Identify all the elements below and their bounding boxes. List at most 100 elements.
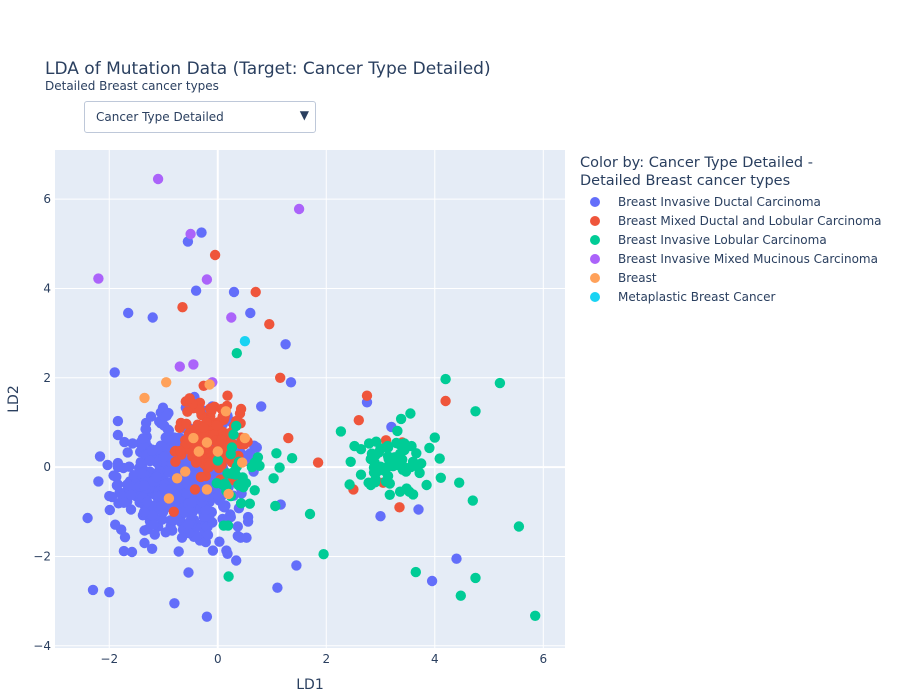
scatter-point-series-1 (195, 471, 207, 483)
legend-label: Metaplastic Breast Cancer (618, 289, 776, 304)
scatter-point-series-0 (104, 504, 116, 516)
scatter-point-series-0 (426, 575, 438, 587)
scatter-point-series-2 (344, 479, 355, 490)
legend-title-line-1: Color by: Cancer Type Detailed - (580, 155, 813, 171)
scatter-point-series-0 (173, 546, 184, 557)
scatter-point-series-2 (513, 521, 525, 532)
legend-item[interactable]: Breast Invasive Lobular Carcinoma (590, 230, 827, 249)
scatter-point-series-0 (135, 457, 146, 468)
scatter-point-series-3 (226, 312, 237, 323)
scatter-point-series-0 (168, 515, 179, 526)
scatter-point-series-4 (201, 437, 213, 448)
scatter-point-series-0 (228, 286, 240, 298)
scatter-point-series-2 (424, 442, 435, 454)
scatter-point-series-2 (286, 453, 298, 464)
scatter-point-series-0 (167, 525, 178, 536)
legend-item[interactable]: Breast Invasive Mixed Mucinous Carcinoma (590, 249, 878, 268)
scatter-point-series-4 (237, 457, 248, 468)
scatter-point-series-1 (235, 403, 247, 415)
scatter-point-series-0 (125, 489, 137, 500)
scatter-point-series-1 (170, 456, 181, 467)
scatter-point-series-2 (318, 549, 329, 560)
scatter-point-series-1 (182, 406, 193, 417)
scatter-point-series-0 (207, 545, 219, 556)
scatter-point-series-2 (229, 465, 240, 477)
scatter-point-series-2 (411, 448, 422, 459)
scatter-point-series-0 (146, 445, 158, 456)
scatter-point-series-1 (216, 434, 227, 446)
scatter-point-series-3 (152, 173, 164, 185)
legend-marker-icon (590, 196, 600, 207)
scatter-point-series-1 (275, 372, 286, 383)
scatter-point-series-2 (467, 495, 478, 506)
scatter-point-series-2 (228, 429, 239, 440)
scatter-point-series-4 (201, 484, 213, 495)
scatter-point-series-0 (231, 555, 242, 566)
x-tick-label: 6 (539, 652, 547, 666)
scatter-point-series-0 (146, 510, 158, 521)
legend-item[interactable]: Metaplastic Breast Cancer (590, 287, 775, 306)
scatter-point-series-0 (109, 367, 120, 378)
legend-item[interactable]: Breast (590, 268, 657, 287)
scatter-point-series-1 (175, 445, 186, 457)
legend-item[interactable]: Breast Mixed Ductal and Lobular Carcinom… (590, 211, 881, 230)
scatter-point-series-0 (142, 496, 153, 508)
legend-label: Breast Invasive Mixed Mucinous Carcinoma (618, 251, 878, 266)
scatter-point-series-4 (188, 432, 199, 444)
scatter-point-series-2 (455, 590, 466, 601)
scatter-point-series-0 (122, 447, 133, 458)
scatter-point-series-4 (180, 466, 191, 477)
scatter-point-series-2 (435, 472, 446, 483)
scatter-point-series-0 (112, 429, 124, 441)
scatter-point-series-4 (204, 379, 215, 390)
scatter-point-series-2 (399, 438, 410, 449)
scatter-point-series-2 (410, 566, 421, 578)
scatter-point-series-1 (361, 390, 373, 401)
legend-label: Breast (618, 270, 657, 285)
scatter-point-series-4 (139, 392, 150, 404)
scatter-point-series-0 (251, 442, 262, 453)
scatter-point-series-1 (222, 390, 233, 401)
scatter-point-series-0 (256, 401, 267, 412)
scatter-point-series-4 (193, 446, 204, 457)
scatter-point-series-0 (149, 529, 160, 540)
scatter-point-series-4 (223, 488, 234, 500)
scatter-point-series-0 (87, 584, 99, 596)
scatter-point-series-0 (138, 507, 150, 518)
scatter-point-series-0 (165, 484, 177, 495)
dropdown-selected-value: Cancer Type Detailed (96, 110, 224, 124)
scatter-point-series-1 (194, 404, 206, 416)
scatter-point-series-0 (148, 519, 159, 530)
color-by-dropdown[interactable]: Cancer Type Detailed ▼ (84, 101, 316, 133)
legend-item[interactable]: Breast Invasive Ductal Carcinoma (590, 192, 821, 211)
legend-marker-icon (590, 234, 600, 245)
scatter-point-series-5 (239, 336, 251, 347)
scatter-point-series-0 (291, 560, 302, 571)
scatter-point-series-0 (151, 471, 162, 483)
scatter-point-series-2 (335, 426, 347, 437)
scatter-point-series-0 (232, 530, 243, 542)
triangle-down-icon: ▼ (299, 108, 309, 122)
scatter-point-series-0 (144, 455, 156, 467)
scatter-point-series-0 (163, 425, 175, 436)
scatter-point-series-2 (395, 413, 407, 425)
y-tick-label: −2 (33, 549, 51, 563)
scatter-point-series-0 (126, 546, 138, 558)
scatter-point-series-0 (280, 339, 291, 350)
scatter-point-series-1 (168, 506, 179, 517)
scatter-point-series-0 (285, 377, 297, 388)
chart-subtitle: Detailed Breast cancer types (45, 79, 219, 93)
scatter-point-series-0 (200, 504, 211, 516)
plot-area-background (55, 150, 565, 648)
scatter-point-series-0 (245, 307, 256, 319)
data-points (82, 173, 541, 622)
scatter-point-series-1 (204, 460, 215, 471)
legend-marker-icon (590, 291, 600, 302)
scatter-point-series-0 (181, 488, 192, 499)
scatter-point-series-0 (221, 545, 232, 556)
scatter-point-series-0 (118, 497, 130, 508)
scatter-point-series-2 (530, 610, 541, 621)
scatter-point-series-2 (382, 442, 394, 453)
legend-title-line-2: Detailed Breast cancer types (580, 173, 791, 189)
